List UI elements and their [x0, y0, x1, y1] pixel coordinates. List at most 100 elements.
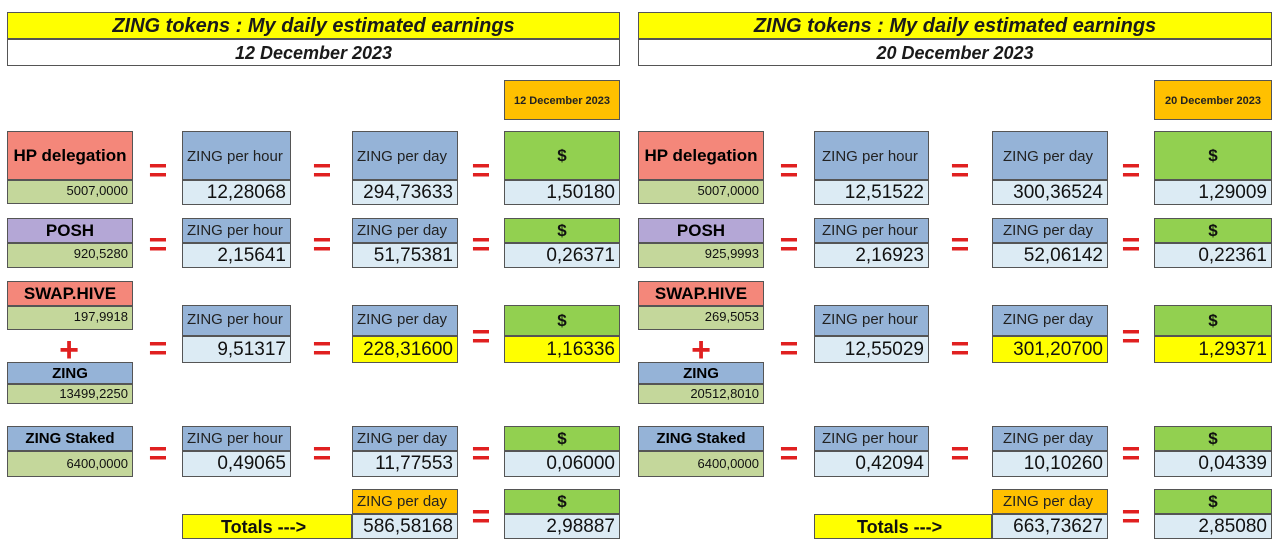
total-per-day-header: ZING per day	[352, 489, 458, 514]
hp-zing-per-hour: 12,51522	[814, 180, 929, 205]
zing-per-day-header: ZING per day	[352, 131, 458, 180]
equals-sign: =	[312, 435, 332, 471]
hp-zing-per-day: 294,73633	[352, 180, 458, 205]
equals-sign: =	[1121, 435, 1141, 471]
total-usd-value: 2,85080	[1154, 514, 1272, 539]
equals-sign: =	[471, 318, 491, 354]
plus-sign: +	[691, 331, 711, 369]
hp-usd-value: 1,29009	[1154, 180, 1272, 205]
panel-title: ZING tokens : My daily estimated earning…	[7, 12, 620, 39]
equals-sign: =	[148, 330, 168, 366]
equals-sign: =	[950, 226, 970, 262]
hp-delegation-label: HP delegation	[638, 131, 764, 180]
pool-zing-per-day: 301,20700	[992, 336, 1108, 363]
total-zing-per-day: 586,58168	[352, 514, 458, 539]
total-usd-value: 2,98887	[504, 514, 620, 539]
zing-per-hour-header: ZING per hour	[814, 218, 929, 243]
total-zing-per-day: 663,73627	[992, 514, 1108, 539]
zing-staked-label: ZING Staked	[7, 426, 133, 451]
pool-zing-per-day: 228,31600	[352, 336, 458, 363]
equals-sign: =	[471, 498, 491, 534]
zing-per-day-header: ZING per day	[352, 305, 458, 336]
posh-zing-per-day: 51,75381	[352, 243, 458, 268]
zing-label: ZING	[7, 362, 133, 384]
zing-per-day-header: ZING per day	[352, 426, 458, 451]
equals-sign: =	[950, 330, 970, 366]
zing-per-hour-header: ZING per hour	[814, 131, 929, 180]
totals-label: Totals --->	[814, 514, 992, 539]
equals-sign: =	[1121, 226, 1141, 262]
posh-amount: 925,9993	[638, 243, 764, 268]
zing-staked-amount: 6400,0000	[638, 451, 764, 477]
pool-usd-value: 1,16336	[504, 336, 620, 363]
equals-sign: =	[779, 226, 799, 262]
pool-zing-per-hour: 12,55029	[814, 336, 929, 363]
equals-sign: =	[471, 152, 491, 188]
posh-label: POSH	[7, 218, 133, 243]
equals-sign: =	[950, 435, 970, 471]
zing-amount: 20512,8010	[638, 384, 764, 404]
posh-label: POSH	[638, 218, 764, 243]
hp-zing-per-day: 300,36524	[992, 180, 1108, 205]
posh-zing-per-hour: 2,15641	[182, 243, 291, 268]
swap-hive-amount: 269,5053	[638, 306, 764, 330]
plus-sign: +	[59, 331, 79, 369]
equals-sign: =	[1121, 318, 1141, 354]
staked-zing-per-day: 10,10260	[992, 451, 1108, 477]
dollar-header: $	[504, 218, 620, 243]
earnings-panel-12-dec: ZING tokens : My daily estimated earning…	[0, 0, 630, 547]
hp-usd-value: 1,50180	[504, 180, 620, 205]
panel-date: 12 December 2023	[7, 39, 620, 66]
hp-delegation-amount: 5007,0000	[638, 180, 764, 204]
equals-sign: =	[779, 435, 799, 471]
staked-usd-value: 0,04339	[1154, 451, 1272, 477]
equals-sign: =	[950, 152, 970, 188]
equals-sign: =	[312, 152, 332, 188]
hp-delegation-amount: 5007,0000	[7, 180, 133, 204]
dollar-header: $	[1154, 131, 1272, 180]
zing-per-hour-header: ZING per hour	[182, 218, 291, 243]
zing-per-day-header: ZING per day	[992, 426, 1108, 451]
zing-per-hour-header: ZING per hour	[182, 305, 291, 336]
posh-amount: 920,5280	[7, 243, 133, 268]
posh-zing-per-hour: 2,16923	[814, 243, 929, 268]
dollar-header: $	[504, 131, 620, 180]
zing-per-day-header: ZING per day	[992, 131, 1108, 180]
staked-usd-value: 0,06000	[504, 451, 620, 477]
dollar-header: $	[1154, 489, 1272, 514]
dollar-header: $	[504, 426, 620, 451]
dollar-header: $	[1154, 426, 1272, 451]
zing-per-day-header: ZING per day	[352, 218, 458, 243]
zing-per-hour-header: ZING per hour	[814, 426, 929, 451]
staked-zing-per-hour: 0,49065	[182, 451, 291, 477]
staked-zing-per-hour: 0,42094	[814, 451, 929, 477]
equals-sign: =	[471, 226, 491, 262]
equals-sign: =	[148, 226, 168, 262]
posh-usd-value: 0,26371	[504, 243, 620, 268]
equals-sign: =	[779, 330, 799, 366]
total-per-day-header: ZING per day	[992, 489, 1108, 514]
zing-per-hour-header: ZING per hour	[182, 131, 291, 180]
panel-title: ZING tokens : My daily estimated earning…	[638, 12, 1272, 39]
hp-delegation-label: HP delegation	[7, 131, 133, 180]
dollar-header: $	[504, 489, 620, 514]
equals-sign: =	[779, 152, 799, 188]
pool-zing-per-hour: 9,51317	[182, 336, 291, 363]
equals-sign: =	[471, 435, 491, 471]
dollar-header: $	[1154, 218, 1272, 243]
zing-per-day-header: ZING per day	[992, 305, 1108, 336]
swap-hive-label: SWAP.HIVE	[638, 281, 764, 306]
hp-zing-per-hour: 12,28068	[182, 180, 291, 205]
zing-label: ZING	[638, 362, 764, 384]
swap-hive-amount: 197,9918	[7, 306, 133, 330]
posh-zing-per-day: 52,06142	[992, 243, 1108, 268]
zing-per-hour-header: ZING per hour	[182, 426, 291, 451]
earnings-panel-20-dec: ZING tokens : My daily estimated earning…	[630, 0, 1272, 547]
equals-sign: =	[1121, 152, 1141, 188]
equals-sign: =	[148, 435, 168, 471]
zing-staked-label: ZING Staked	[638, 426, 764, 451]
swap-hive-label: SWAP.HIVE	[7, 281, 133, 306]
zing-staked-amount: 6400,0000	[7, 451, 133, 477]
panel-date: 20 December 2023	[638, 39, 1272, 66]
dollar-header: $	[1154, 305, 1272, 336]
